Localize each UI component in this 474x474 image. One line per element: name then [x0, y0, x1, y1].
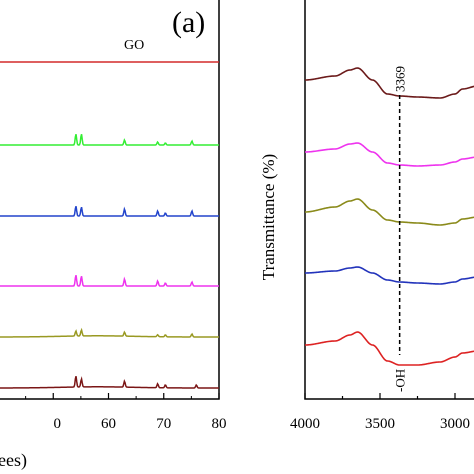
panel-a-x-tick-label: 0	[54, 416, 62, 432]
panel-a-x-tick-label: 60	[101, 416, 116, 432]
panel-a-x-tick-label: 80	[212, 416, 227, 432]
panel-b-series-3	[304, 198, 474, 226]
panel-a-x-tick-label: 70	[156, 416, 171, 432]
panel-a: 0 60 70 80 (a) GO ees)	[0, 0, 227, 471]
reference-label-3369: 3369	[393, 66, 408, 92]
panel-b: 4000 3500 3000 Transmittance (%) 3369 -OH	[259, 0, 474, 432]
panel-a-series-6	[0, 376, 219, 389]
panel-a-go-label: GO	[124, 38, 144, 53]
panel-a-series-3	[0, 205, 219, 217]
panel-b-x-tick-label: 4000	[290, 416, 320, 432]
panel-a-series-group	[0, 61, 219, 389]
reference-label-oh: -OH	[393, 369, 408, 392]
panel-b-series-group	[304, 67, 474, 366]
panel-a-series-2	[0, 134, 219, 146]
panel-b-series-1	[304, 67, 474, 99]
panel-b-series-5	[304, 331, 474, 366]
panel-a-x-ticks: 0 60 70 80	[25, 393, 227, 432]
panel-a-series-5	[0, 327, 219, 338]
panel-a-xlabel: ees)	[0, 450, 27, 471]
panel-b-frame	[304, 0, 474, 400]
panel-a-label: (a)	[172, 6, 205, 39]
panel-b-series-4	[304, 266, 474, 285]
panel-b-x-ticks: 4000 3500 3000	[290, 393, 470, 432]
panel-b-x-tick-label: 3000	[440, 416, 470, 432]
panel-b-ylabel: Transmittance (%)	[259, 154, 278, 280]
panel-b-series-2	[304, 142, 474, 167]
panel-a-series-4	[0, 275, 219, 287]
panel-b-x-tick-label: 3500	[365, 416, 395, 432]
panel-a-frame	[0, 0, 220, 400]
